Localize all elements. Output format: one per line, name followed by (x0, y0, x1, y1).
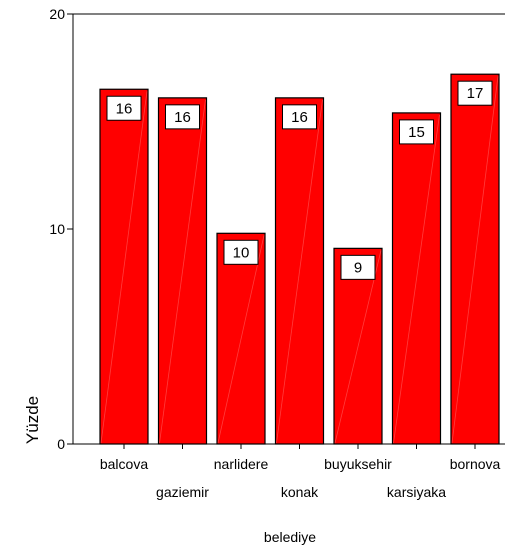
data-label: 10 (233, 244, 250, 261)
data-label-box (165, 104, 200, 130)
data-label-box (457, 80, 493, 106)
data-label: 17 (467, 85, 484, 102)
x-tick-label: buyuksehir (324, 456, 392, 472)
bar-shading (276, 99, 323, 444)
bar-shading (217, 235, 265, 444)
bar-shading (159, 99, 206, 444)
bar-konak: 16 (274, 97, 325, 445)
x-tick-label: konak (281, 484, 319, 500)
x-axis-title: belediye (264, 529, 316, 545)
x-tick-label: balcova (100, 456, 148, 472)
data-label-box (106, 95, 142, 121)
x-tick-label: karsiyaka (387, 484, 446, 500)
data-label: 16 (174, 109, 191, 126)
data-label: 9 (354, 259, 362, 276)
data-label: 16 (116, 100, 133, 117)
y-tick-label: 0 (57, 436, 65, 452)
bar-karsiyaka: 15 (391, 112, 442, 445)
x-tick-label: bornova (450, 456, 501, 472)
data-label-box (223, 239, 259, 265)
y-tick-label: 20 (49, 6, 65, 22)
bar-gaziemir: 16 (157, 97, 208, 445)
bar-buyuksehir: 9 (333, 247, 383, 445)
bar-bornova: 17 (450, 73, 500, 445)
bar-shading (451, 76, 499, 444)
data-label: 16 (291, 109, 308, 126)
y-axis-title: Yüzde (23, 396, 42, 444)
data-label: 15 (408, 124, 425, 141)
x-axis: balcova gaziemir narlidere konak buyuksehir k… (73, 443, 505, 500)
bar-shading (100, 91, 148, 444)
data-label-box (282, 104, 317, 130)
bars-group: 16 16 10 16 9 15 17 (99, 73, 500, 445)
data-label-box (340, 254, 376, 280)
y-tick-label: 10 (49, 221, 65, 237)
bar-narlidere: 10 (216, 232, 266, 445)
x-tick-label: narlidere (214, 456, 269, 472)
y-axis: 0 10 20 (49, 6, 505, 452)
bar-balcova: 16 (99, 88, 149, 445)
bar-shading (393, 114, 440, 444)
x-tick-label: gaziemir (156, 484, 209, 500)
bar-shading (334, 250, 382, 444)
data-label-box (399, 119, 434, 145)
